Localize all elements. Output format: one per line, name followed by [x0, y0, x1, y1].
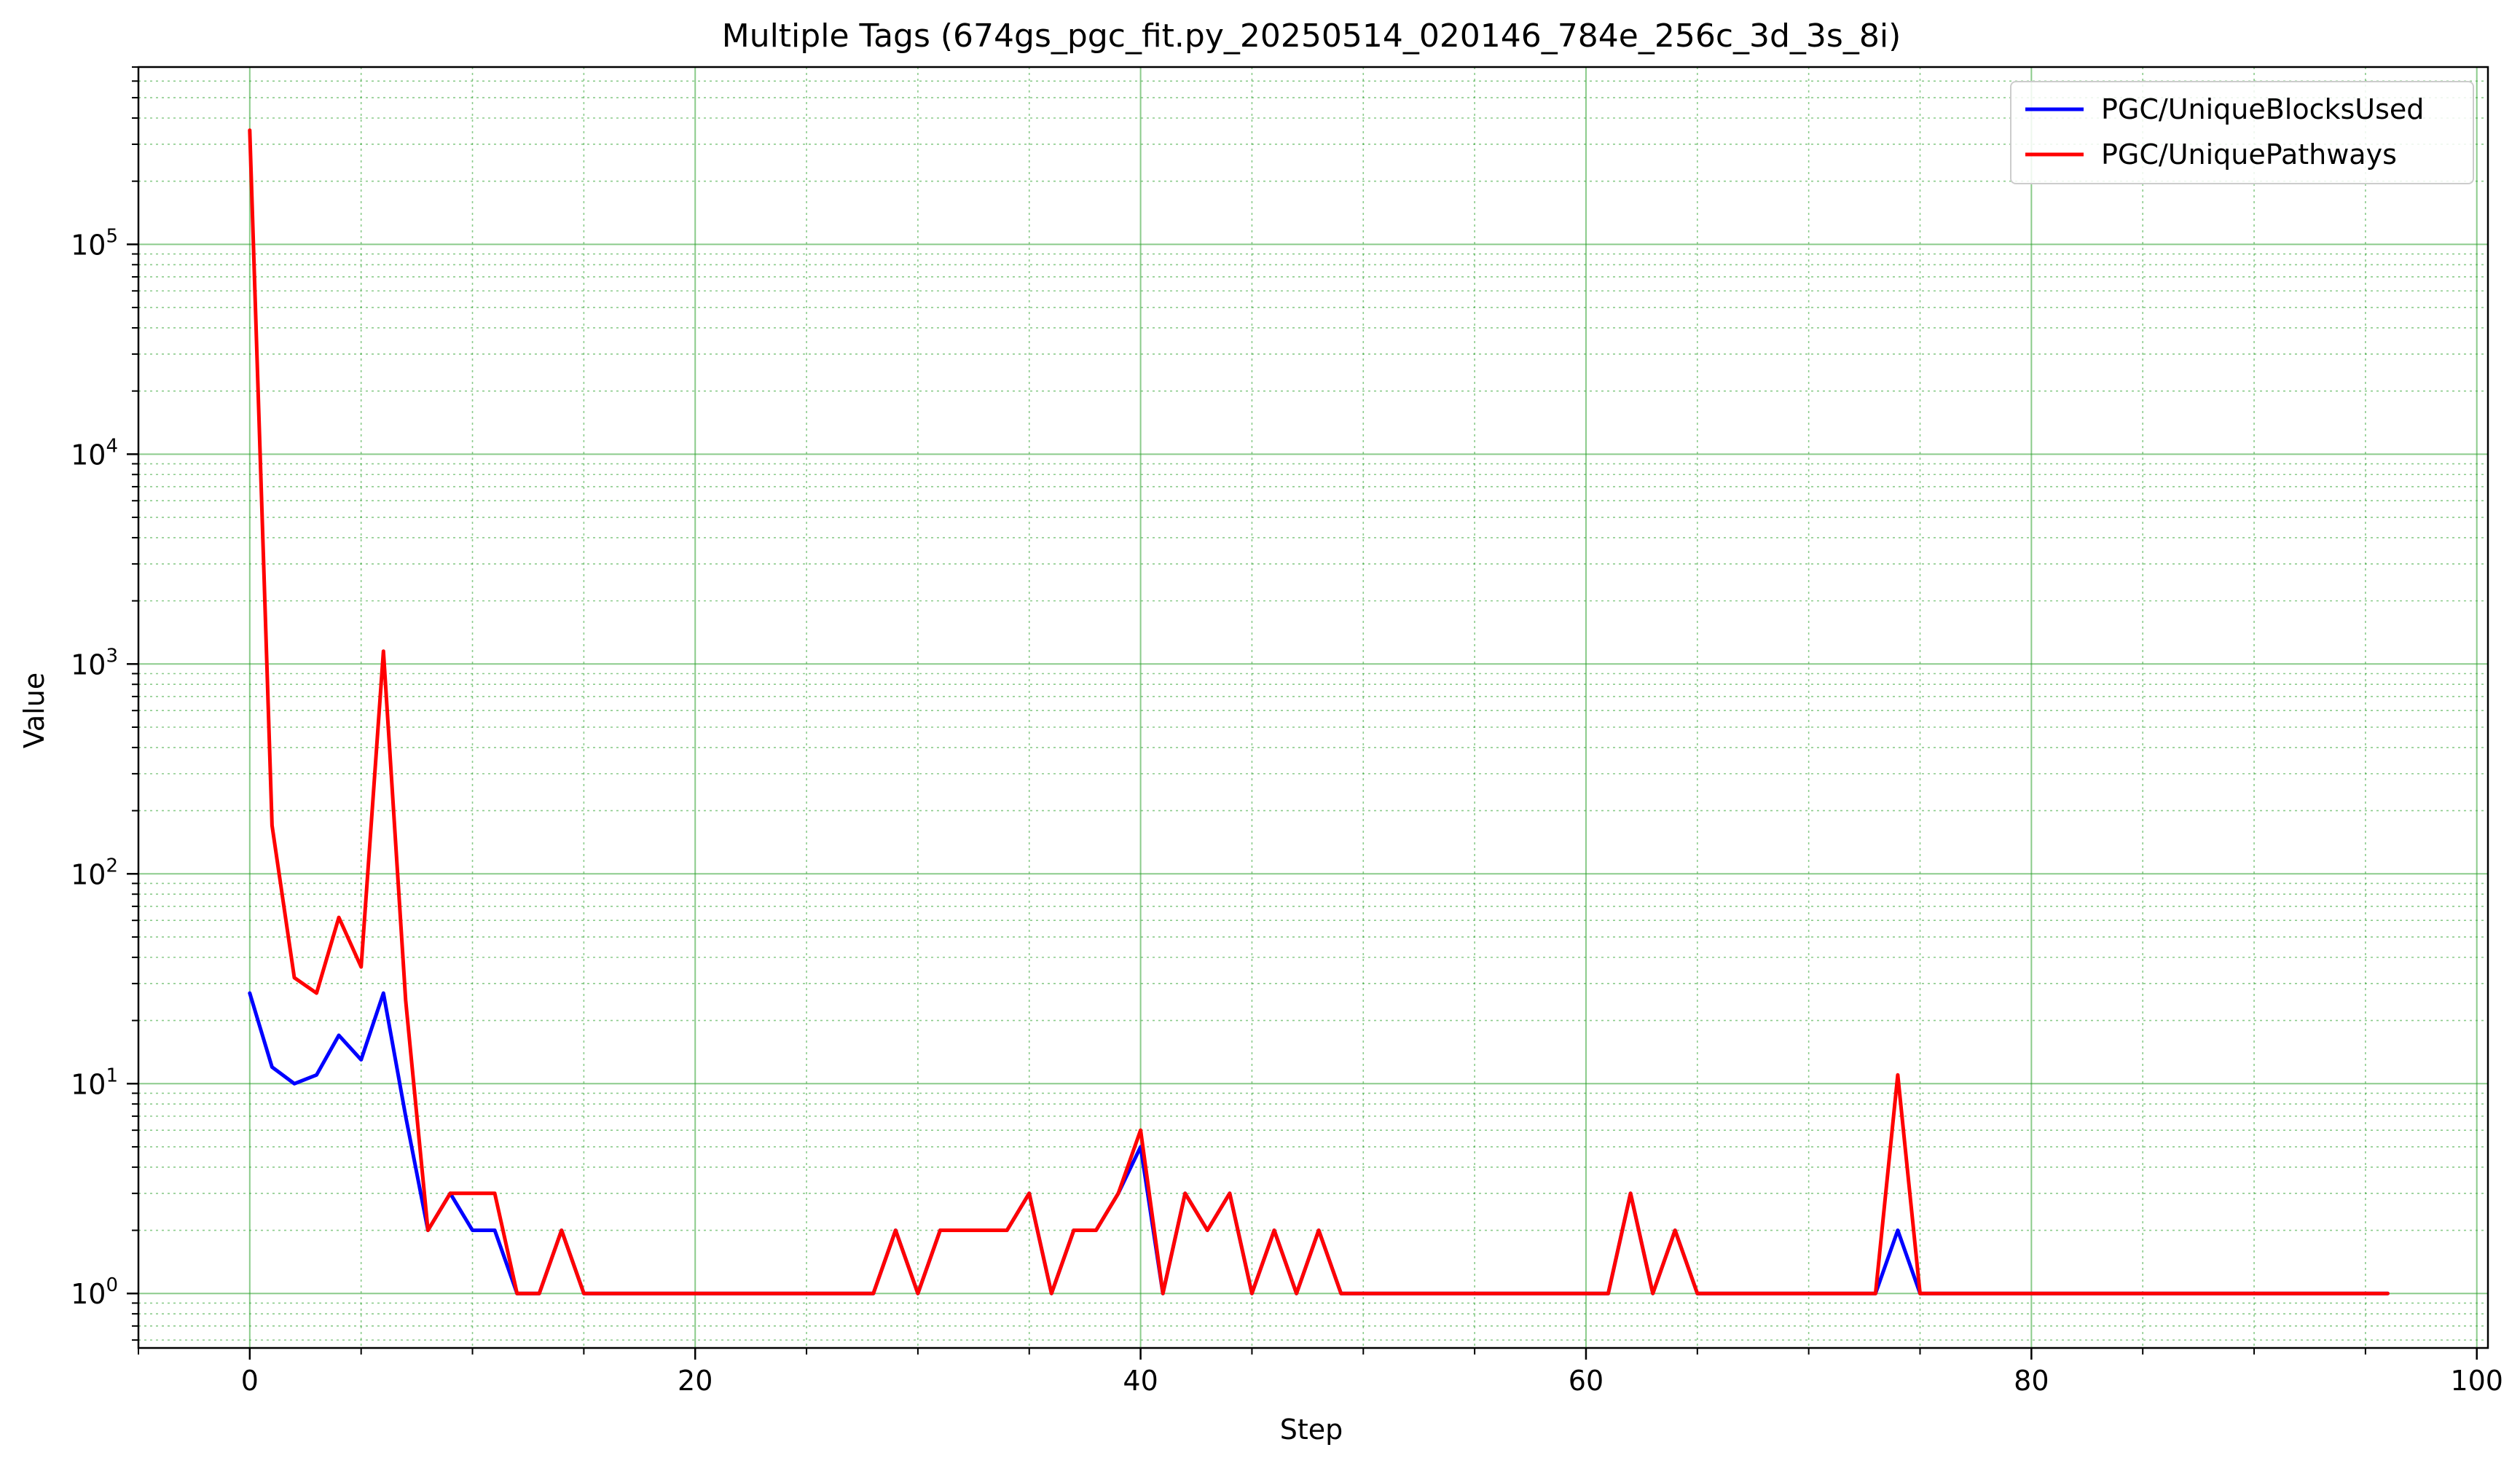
x-tick-label: 80 [2014, 1365, 2049, 1397]
series-layer [248, 128, 2390, 1296]
x-tick-label: 0 [241, 1365, 259, 1397]
y-axis-label: Value [18, 673, 50, 748]
y-tick-label: 103 [71, 645, 118, 681]
y-tick-label: 104 [71, 435, 118, 471]
y-tick-label: 100 [71, 1274, 118, 1310]
x-tick-label: 20 [678, 1365, 713, 1397]
series-line-2 [248, 128, 2390, 1296]
plot-frame [137, 66, 2489, 1349]
legend-label-1: PGC/UniqueBlocksUsed [2101, 93, 2424, 125]
legend: PGC/UniqueBlocksUsed PGC/UniquePathways [2010, 81, 2474, 184]
y-tick-label: 101 [71, 1065, 118, 1100]
major-gridlines [138, 67, 2488, 1348]
y-tick-label: 102 [71, 855, 118, 890]
x-axis-label: Step [1280, 1414, 1343, 1446]
axis-ticks: 0 20 40 60 80 100 100 101 102 103 104 105 [71, 66, 2503, 1397]
x-tick-label: 40 [1123, 1365, 1158, 1397]
minor-gridlines [138, 66, 2488, 1348]
legend-box [2010, 81, 2474, 184]
y-tick-label: 105 [71, 225, 118, 261]
chart-title: Multiple Tags (674gs_pgc_fit.py_20250514… [722, 17, 1901, 55]
x-tick-label: 60 [1569, 1365, 1604, 1397]
legend-label-2: PGC/UniquePathways [2101, 138, 2397, 170]
x-tick-label: 100 [2450, 1365, 2503, 1397]
